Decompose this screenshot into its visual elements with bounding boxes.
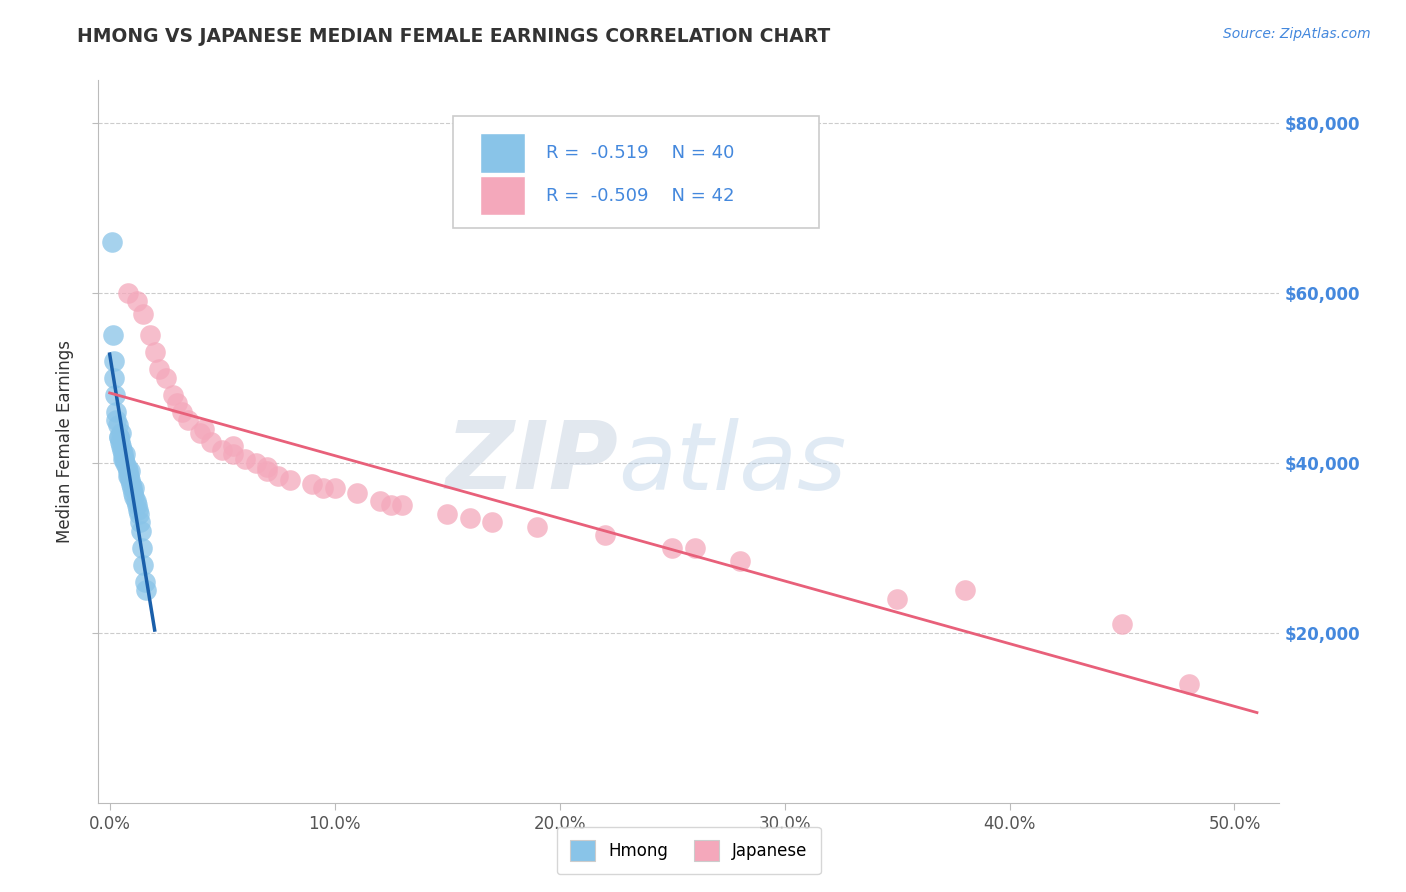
Point	[107, 417, 129, 432]
Point	[526, 519, 548, 533]
Point	[177, 413, 200, 427]
Point	[368, 494, 391, 508]
Point	[129, 516, 152, 530]
Point	[323, 481, 346, 495]
Point	[108, 434, 131, 449]
Point	[128, 507, 150, 521]
Point	[139, 328, 162, 343]
Point	[112, 447, 135, 461]
Point	[211, 443, 233, 458]
Point	[278, 473, 301, 487]
Point	[118, 473, 141, 487]
Point	[222, 439, 245, 453]
Point	[481, 516, 503, 530]
Point	[436, 507, 458, 521]
Text: ZIP: ZIP	[446, 417, 619, 509]
Point	[245, 456, 267, 470]
Point	[132, 307, 155, 321]
Point	[118, 468, 141, 483]
Point	[233, 451, 256, 466]
Text: HMONG VS JAPANESE MEDIAN FEMALE EARNINGS CORRELATION CHART: HMONG VS JAPANESE MEDIAN FEMALE EARNINGS…	[77, 27, 831, 45]
Point	[125, 498, 148, 512]
Point	[1178, 677, 1201, 691]
Point	[105, 405, 128, 419]
Point	[104, 388, 127, 402]
Point	[120, 477, 142, 491]
FancyBboxPatch shape	[479, 176, 524, 215]
Point	[346, 485, 368, 500]
Point	[105, 413, 128, 427]
Point	[593, 528, 616, 542]
Point	[193, 422, 215, 436]
Point	[129, 524, 152, 538]
Point	[256, 460, 278, 475]
Point	[107, 430, 129, 444]
Legend: Hmong, Japanese: Hmong, Japanese	[557, 827, 821, 874]
Point	[101, 328, 124, 343]
Point	[166, 396, 188, 410]
Point	[111, 443, 134, 458]
FancyBboxPatch shape	[479, 133, 524, 173]
Point	[127, 502, 149, 516]
Point	[170, 405, 193, 419]
Y-axis label: Median Female Earnings: Median Female Earnings	[56, 340, 75, 543]
Point	[222, 447, 245, 461]
Point	[391, 498, 413, 512]
Point	[661, 541, 683, 555]
Point	[112, 451, 135, 466]
Point	[118, 464, 141, 478]
Point	[728, 553, 751, 567]
Point	[121, 481, 143, 495]
Point	[122, 485, 145, 500]
Point	[131, 541, 153, 555]
Point	[115, 460, 138, 475]
Point	[953, 583, 976, 598]
Point	[1111, 617, 1133, 632]
Point	[103, 371, 125, 385]
Point	[110, 425, 132, 440]
Point	[124, 481, 146, 495]
Point	[124, 490, 146, 504]
Text: Source: ZipAtlas.com: Source: ZipAtlas.com	[1223, 27, 1371, 41]
Point	[301, 477, 323, 491]
Point	[458, 511, 481, 525]
Point	[135, 583, 157, 598]
Point	[134, 574, 156, 589]
Text: R =  -0.519    N = 40: R = -0.519 N = 40	[546, 145, 734, 162]
Point	[256, 464, 278, 478]
Point	[125, 294, 148, 309]
Point	[148, 362, 170, 376]
Text: R =  -0.509    N = 42: R = -0.509 N = 42	[546, 187, 734, 205]
Point	[103, 353, 125, 368]
Point	[110, 439, 132, 453]
Point	[114, 456, 136, 470]
Point	[114, 447, 136, 461]
Point	[117, 468, 139, 483]
Text: atlas: atlas	[619, 417, 846, 508]
Point	[200, 434, 222, 449]
Point	[143, 345, 166, 359]
Point	[380, 498, 402, 512]
Point	[112, 451, 135, 466]
Point	[155, 371, 177, 385]
Point	[683, 541, 706, 555]
Point	[188, 425, 211, 440]
Point	[124, 494, 146, 508]
Point	[267, 468, 290, 483]
FancyBboxPatch shape	[453, 116, 818, 228]
Point	[132, 558, 155, 572]
Point	[101, 235, 124, 249]
Point	[107, 430, 129, 444]
Point	[886, 591, 908, 606]
Point	[162, 388, 184, 402]
Point	[117, 464, 139, 478]
Point	[312, 481, 335, 495]
Point	[117, 285, 139, 300]
